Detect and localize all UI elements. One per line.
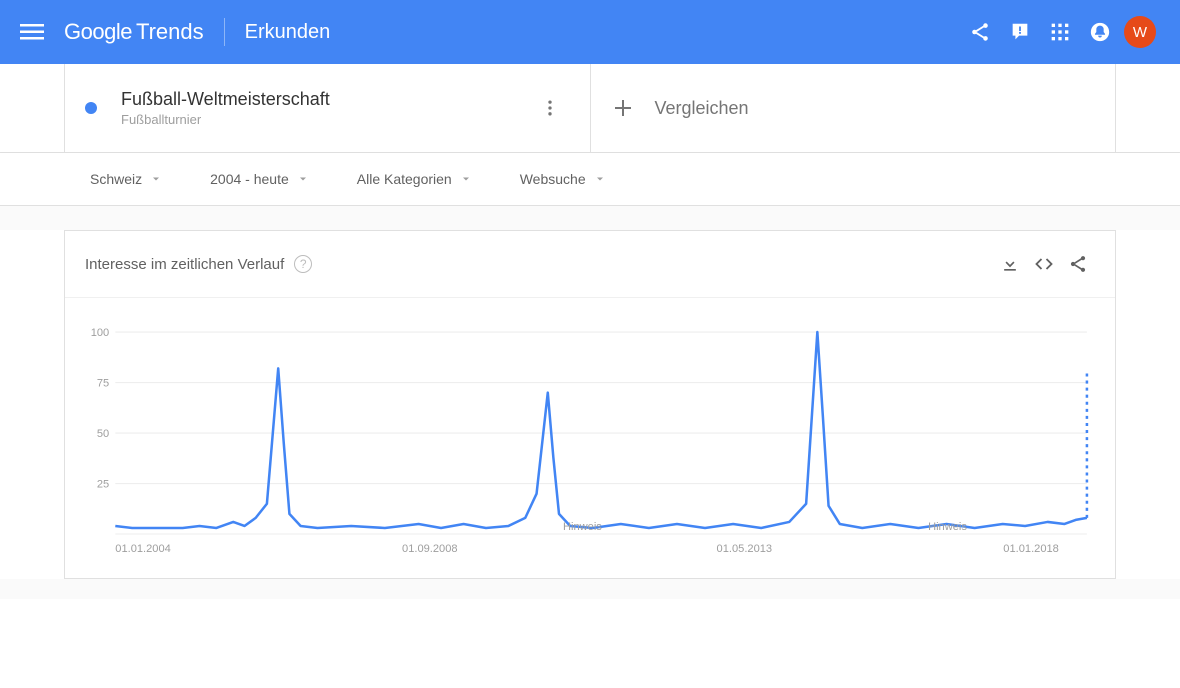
apps-grid-icon[interactable] (1040, 12, 1080, 52)
svg-text:75: 75 (97, 378, 109, 390)
svg-text:Hinweis: Hinweis (928, 521, 967, 533)
svg-text:01.09.2008: 01.09.2008 (402, 543, 458, 555)
avatar-letter: W (1124, 16, 1156, 48)
compare-label: Vergleichen (655, 98, 749, 119)
share-panel-icon[interactable] (1061, 247, 1095, 281)
filters-row: Schweiz 2004 - heute Alle Kategorien Web… (0, 153, 1180, 206)
filter-timerange-label: 2004 - heute (210, 171, 289, 187)
chevron-down-icon (150, 173, 162, 185)
svg-text:50: 50 (97, 428, 109, 440)
search-terms-row: Fußball-Weltmeisterschaft Fußballturnier… (0, 64, 1180, 153)
share-icon[interactable] (960, 12, 1000, 52)
chevron-down-icon (594, 173, 606, 185)
logo[interactable]: Google Trends (64, 19, 204, 45)
plus-icon (611, 96, 635, 120)
filter-region[interactable]: Schweiz (90, 171, 162, 187)
logo-suffix: Trends (136, 19, 204, 45)
chevron-down-icon (297, 173, 309, 185)
search-term-card[interactable]: Fußball-Weltmeisterschaft Fußballturnier (64, 64, 591, 152)
svg-text:01.05.2013: 01.05.2013 (717, 543, 773, 555)
filter-category[interactable]: Alle Kategorien (357, 171, 472, 187)
feedback-icon[interactable] (1000, 12, 1040, 52)
filter-searchtype-label: Websuche (520, 171, 586, 187)
interest-line-chart: 25 50 75 100 01.01.2004 01.09.2008 01.05.2013 0… (85, 326, 1095, 558)
filter-region-label: Schweiz (90, 171, 142, 187)
notifications-icon[interactable] (1080, 12, 1120, 52)
svg-text:100: 100 (91, 327, 110, 339)
embed-icon[interactable] (1027, 247, 1061, 281)
app-header: Google Trends Erkunden W (0, 0, 1180, 64)
term-subtitle: Fußballturnier (121, 112, 530, 127)
header-divider (224, 18, 225, 46)
term-color-dot (85, 102, 97, 114)
help-icon[interactable]: ? (294, 255, 312, 273)
svg-text:Hinweis: Hinweis (563, 521, 602, 533)
svg-text:01.01.2018: 01.01.2018 (1003, 543, 1059, 555)
panel-title: Interesse im zeitlichen Verlauf (85, 256, 284, 273)
download-icon[interactable] (993, 247, 1027, 281)
chevron-down-icon (460, 173, 472, 185)
filter-category-label: Alle Kategorien (357, 171, 452, 187)
svg-text:25: 25 (97, 479, 109, 491)
avatar[interactable]: W (1120, 12, 1160, 52)
chart-area: 25 50 75 100 01.01.2004 01.09.2008 01.05.2013 0… (65, 298, 1115, 578)
page-section-title: Erkunden (245, 21, 331, 44)
panel-header: Interesse im zeitlichen Verlauf ? (65, 231, 1115, 298)
hamburger-icon[interactable] (20, 20, 44, 44)
logo-prefix: Google (64, 19, 132, 45)
svg-text:01.01.2004: 01.01.2004 (115, 543, 171, 555)
add-compare-button[interactable]: Vergleichen (591, 64, 1117, 152)
interest-over-time-panel: Interesse im zeitlichen Verlauf ? 25 50 75… (64, 230, 1116, 579)
term-title: Fußball-Weltmeisterschaft (121, 89, 530, 110)
term-more-icon[interactable] (530, 88, 570, 128)
filter-timerange[interactable]: 2004 - heute (210, 171, 309, 187)
filter-searchtype[interactable]: Websuche (520, 171, 606, 187)
